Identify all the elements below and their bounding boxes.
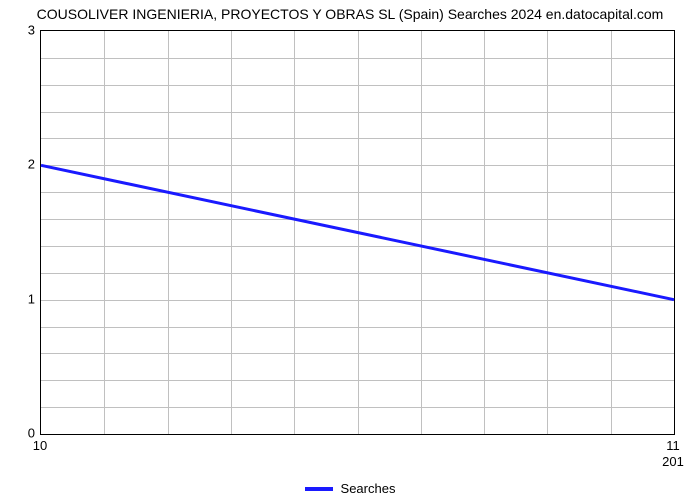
x-tick-label: 10	[33, 438, 47, 453]
legend-swatch	[305, 487, 333, 491]
series-line	[41, 165, 674, 299]
y-tick-label: 2	[5, 157, 35, 172]
series-layer	[41, 31, 674, 434]
y-tick-label: 3	[5, 23, 35, 38]
x-tick-label: 11	[666, 438, 680, 453]
x-tick-sublabel: 201	[662, 454, 684, 469]
chart-container: COUSOLIVER INGENIERIA, PROYECTOS Y OBRAS…	[0, 0, 700, 500]
y-tick-label: 1	[5, 291, 35, 306]
chart-title: COUSOLIVER INGENIERIA, PROYECTOS Y OBRAS…	[0, 6, 700, 22]
plot-area	[40, 30, 675, 435]
legend: Searches	[0, 479, 700, 497]
legend-label: Searches	[341, 481, 396, 496]
y-tick-label: 0	[5, 426, 35, 441]
legend-item: Searches	[305, 481, 396, 496]
